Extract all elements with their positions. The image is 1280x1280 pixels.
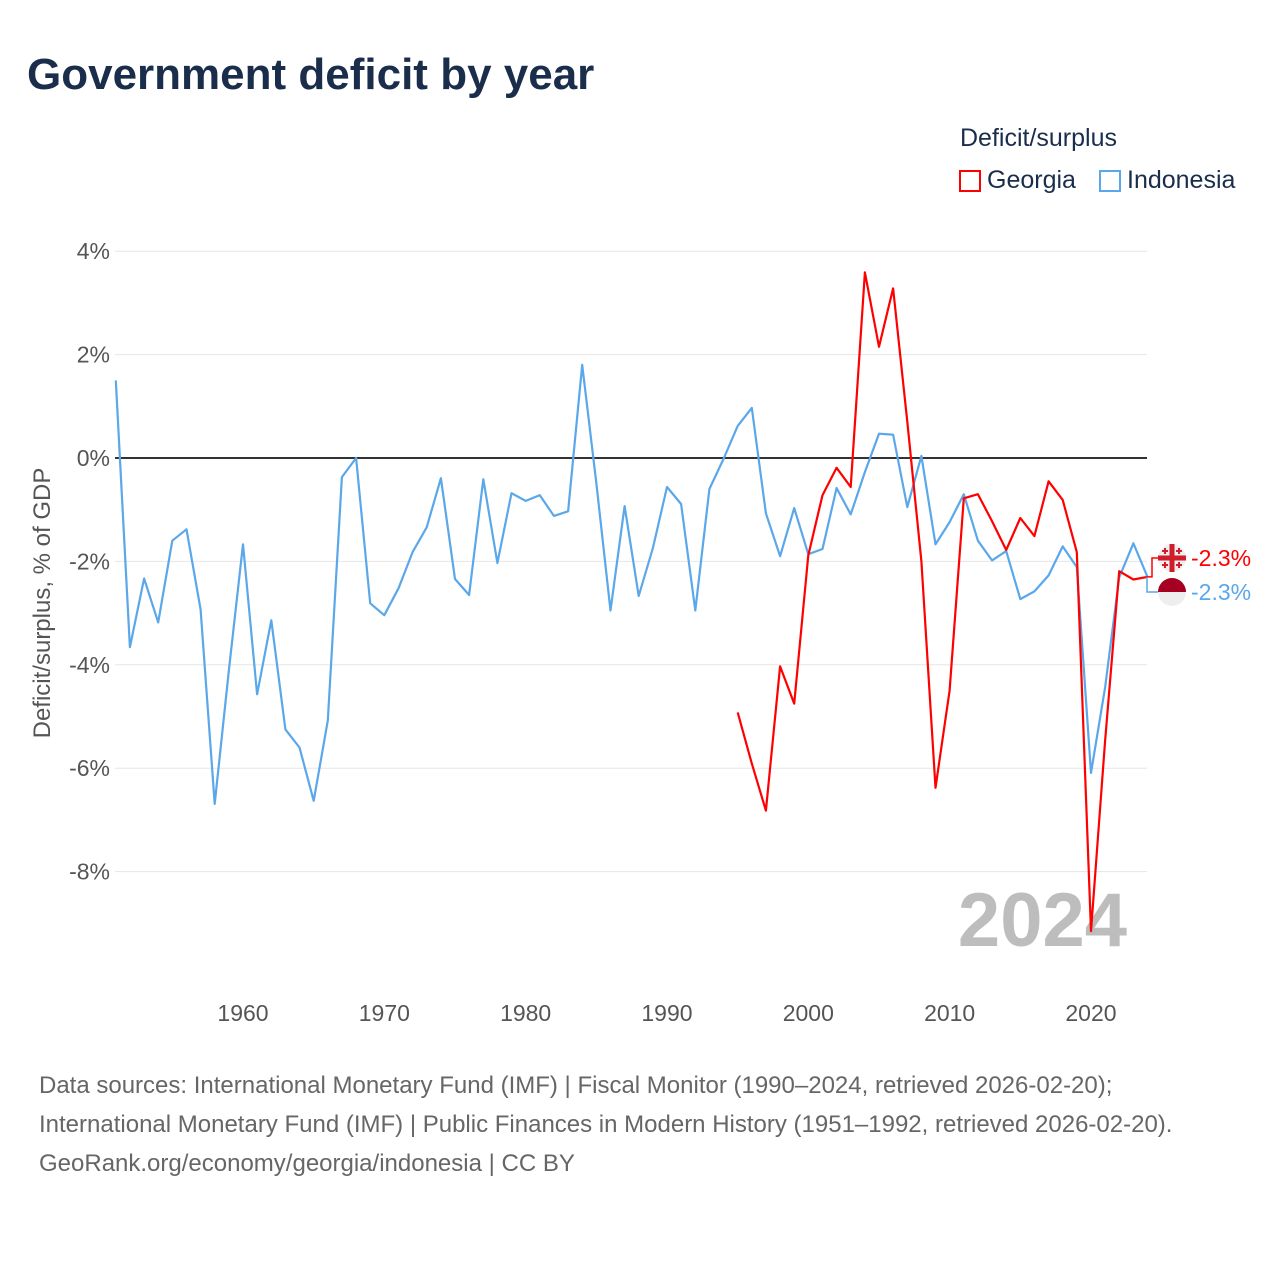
indonesia-flag-icon <box>1158 578 1186 606</box>
y-tick-label: 0% <box>77 445 110 471</box>
georgia-swatch <box>959 169 981 192</box>
x-tick-label: 2000 <box>783 1000 834 1026</box>
sources: Data sources: International Monetary Fun… <box>39 1066 1239 1183</box>
y-tick-label: -8% <box>69 859 110 885</box>
legend-item-indonesia[interactable]: Indonesia <box>1099 166 1235 195</box>
y-tick-label: 2% <box>77 342 110 368</box>
x-tick-label: 2010 <box>924 1000 975 1026</box>
series-line-indonesia[interactable] <box>114 363 1149 806</box>
y-tick-label: -6% <box>69 755 110 781</box>
y-tick-label: -2% <box>69 548 110 574</box>
y-axis-label: Deficit/surplus, % of GDP <box>29 468 56 739</box>
georgia-leader <box>1147 557 1158 578</box>
georgia-flag-icon <box>1158 544 1186 572</box>
year-watermark: 2024 <box>958 878 1127 963</box>
x-tick-label: 1990 <box>641 1000 692 1026</box>
legend-title: Deficit/surplus <box>960 124 1117 152</box>
series-line-georgia[interactable] <box>736 271 1148 933</box>
y-tick-label: -4% <box>69 652 110 678</box>
x-tick-label: 1960 <box>217 1000 268 1026</box>
x-tick-label: 1970 <box>359 1000 410 1026</box>
x-tick-label: 1980 <box>500 1000 551 1026</box>
indonesia-leader <box>1146 576 1158 593</box>
end-label-georgia: -2.3% <box>1191 545 1251 571</box>
chart-title: Government deficit by year <box>27 50 595 99</box>
legend-item-georgia[interactable]: Georgia <box>959 166 1076 195</box>
attribution-link[interactable]: GeoRank.org/economy/georgia/indonesia | … <box>39 1150 575 1177</box>
x-tick-label: 2020 <box>1065 1000 1116 1026</box>
legend-label-indonesia: Indonesia <box>1127 166 1236 194</box>
legend-label-georgia: Georgia <box>987 166 1076 194</box>
end-label-indonesia: -2.3% <box>1191 579 1251 605</box>
indonesia-swatch <box>1099 169 1121 192</box>
data-sources-text: Data sources: International Monetary Fun… <box>39 1072 1173 1138</box>
y-tick-label: 4% <box>77 238 110 264</box>
